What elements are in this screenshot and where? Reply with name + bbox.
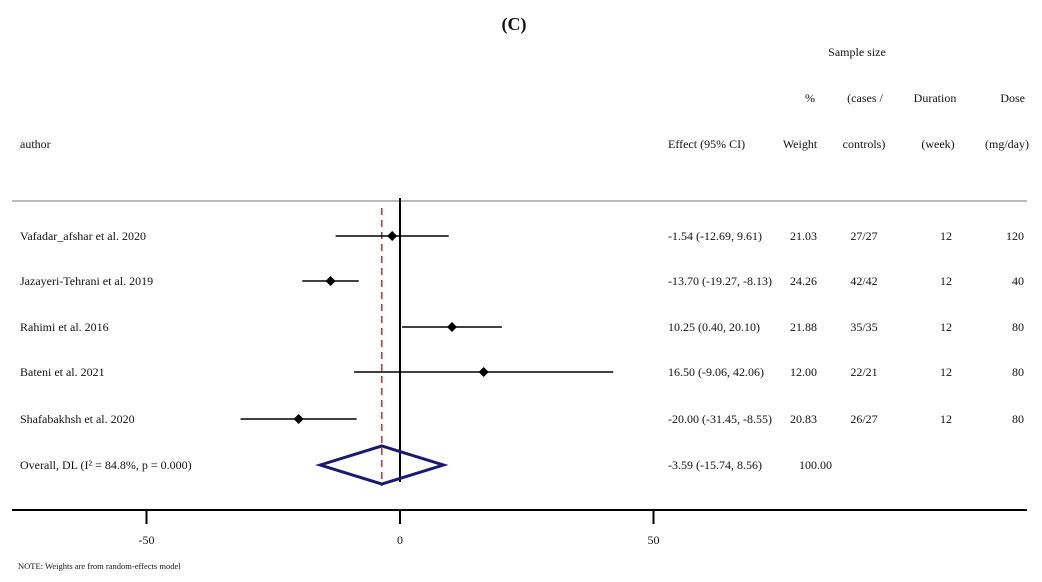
effect-ci-text: -13.70 (-19.27, -8.13) — [668, 274, 772, 288]
x-tick-label: -50 — [139, 533, 155, 547]
point-estimate-marker — [387, 231, 398, 241]
sample-size-value: 35/35 — [850, 320, 877, 334]
effect-ci-text: -1.54 (-12.69, 9.61) — [668, 229, 762, 243]
header-effect: Effect (95% CI) — [668, 137, 745, 151]
dose-value: 40 — [1012, 274, 1024, 288]
effect-ci-text: 10.25 (0.40, 20.10) — [668, 320, 760, 334]
overall-label: Overall, DL (I² = 84.8%, p = 0.000) — [20, 458, 192, 472]
point-estimate-marker — [446, 322, 457, 332]
header-weight: Weight — [783, 137, 818, 151]
weight-value: 20.83 — [790, 412, 817, 426]
study-author: Rahimi et al. 2016 — [20, 320, 109, 334]
overall-effect-text: -3.59 (-15.74, 8.56) — [668, 458, 762, 472]
weight-value: 21.03 — [790, 229, 817, 243]
chart-title: (C) — [502, 14, 527, 35]
sample-size-value: 22/21 — [850, 365, 877, 379]
effect-ci-text: -20.00 (-31.45, -8.55) — [668, 412, 772, 426]
effect-ci-text: 16.50 (-9.06, 42.06) — [668, 365, 764, 379]
duration-value: 12 — [940, 320, 952, 334]
duration-value: 12 — [940, 274, 952, 288]
weight-value: 21.88 — [790, 320, 817, 334]
study-author: Bateni et al. 2021 — [20, 365, 105, 379]
weight-value: 24.26 — [790, 274, 817, 288]
duration-value: 12 — [940, 412, 952, 426]
overall-diamond — [315, 444, 449, 486]
header-sample-top: Sample size — [828, 45, 886, 59]
footnote: NOTE: Weights are from random-effects mo… — [18, 561, 181, 571]
header-duration: (week) — [921, 137, 954, 151]
dose-value: 80 — [1012, 412, 1024, 426]
point-estimate-marker — [293, 414, 304, 424]
x-tick-label: 50 — [648, 533, 660, 547]
weight-value: 12.00 — [790, 365, 817, 379]
overall-weight: 100.00 — [799, 458, 832, 472]
sample-size-value: 26/27 — [850, 412, 877, 426]
x-tick-label: 0 — [397, 533, 403, 547]
duration-value: 12 — [940, 229, 952, 243]
duration-value: 12 — [940, 365, 952, 379]
header-weight-top: % — [805, 91, 815, 105]
dose-value: 120 — [1006, 229, 1024, 243]
header-duration-top: Duration — [914, 91, 957, 105]
study-author: Vafadar_afshar et al. 2020 — [20, 229, 146, 243]
header-author: author — [20, 137, 51, 151]
study-author: Shafabakhsh et al. 2020 — [20, 412, 135, 426]
point-estimate-marker — [325, 276, 336, 286]
header-dose: (mg/day) — [985, 137, 1029, 151]
dose-value: 80 — [1012, 320, 1024, 334]
sample-size-value: 27/27 — [850, 229, 877, 243]
study-author: Jazayeri-Tehrani et al. 2019 — [20, 274, 153, 288]
header-dose-top: Dose — [1000, 91, 1025, 105]
header-sample: controls) — [843, 137, 886, 151]
dose-value: 80 — [1012, 365, 1024, 379]
header-sample-mid: (cases / — [847, 91, 883, 105]
sample-size-value: 42/42 — [850, 274, 877, 288]
point-estimate-marker — [478, 367, 489, 377]
